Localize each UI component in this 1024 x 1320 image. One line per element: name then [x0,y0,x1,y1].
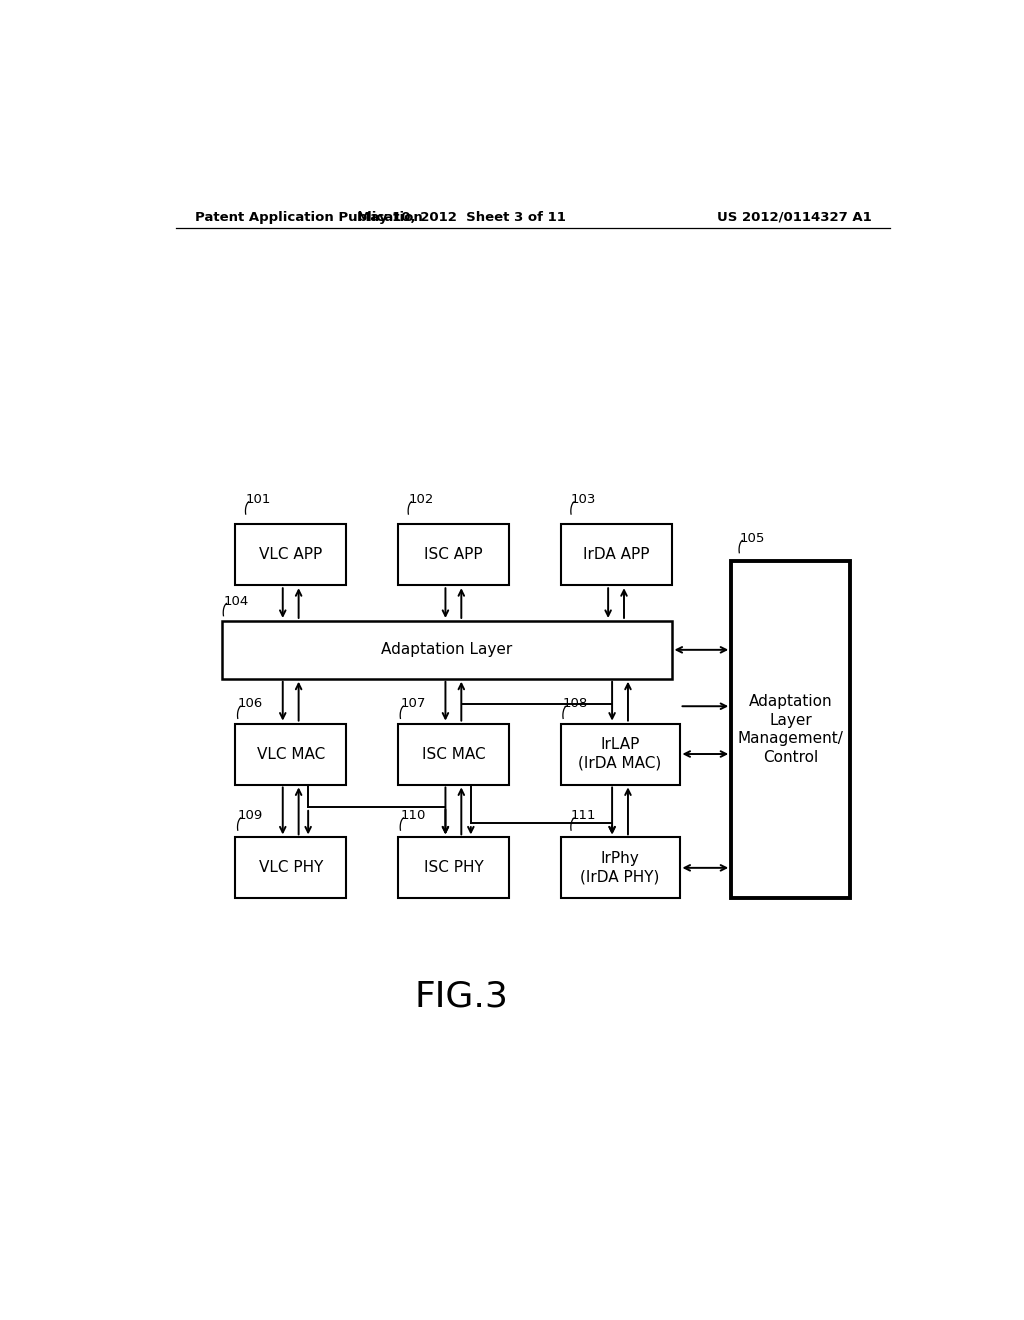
Text: 101: 101 [246,492,270,506]
Text: Adaptation Layer: Adaptation Layer [381,643,512,657]
Bar [560,723,680,784]
Bar [560,524,672,585]
Text: 108: 108 [563,697,588,710]
Text: ISC APP: ISC APP [424,548,482,562]
Text: 109: 109 [238,809,263,822]
Text: US 2012/0114327 A1: US 2012/0114327 A1 [717,211,872,224]
Text: Adaptation
Layer
Management/
Control: Adaptation Layer Management/ Control [737,694,844,766]
Text: 110: 110 [400,809,426,822]
Text: IrPhy
(IrDA PHY): IrPhy (IrDA PHY) [581,851,659,884]
Text: IrLAP
(IrDA MAC): IrLAP (IrDA MAC) [579,737,662,771]
Bar [236,723,346,784]
Text: ISC MAC: ISC MAC [422,747,485,762]
Text: 104: 104 [223,594,249,607]
Bar [397,837,509,899]
Text: 105: 105 [739,532,765,545]
Bar [397,723,509,784]
Bar [731,561,850,899]
Bar [560,837,680,899]
Text: VLC APP: VLC APP [259,548,323,562]
Text: 107: 107 [400,697,426,710]
Text: May 10, 2012  Sheet 3 of 11: May 10, 2012 Sheet 3 of 11 [357,211,565,224]
Text: ISC PHY: ISC PHY [424,861,483,875]
Text: Patent Application Publication: Patent Application Publication [196,211,423,224]
Text: 106: 106 [238,697,263,710]
Text: 111: 111 [570,809,596,822]
Text: VLC MAC: VLC MAC [257,747,325,762]
Bar [397,524,509,585]
Bar [236,524,346,585]
Text: 102: 102 [409,492,433,506]
Bar [221,620,672,678]
Text: IrDA APP: IrDA APP [583,548,649,562]
Text: 103: 103 [570,492,596,506]
Text: FIG.3: FIG.3 [415,979,508,1014]
Bar [236,837,346,899]
Text: VLC PHY: VLC PHY [258,861,323,875]
